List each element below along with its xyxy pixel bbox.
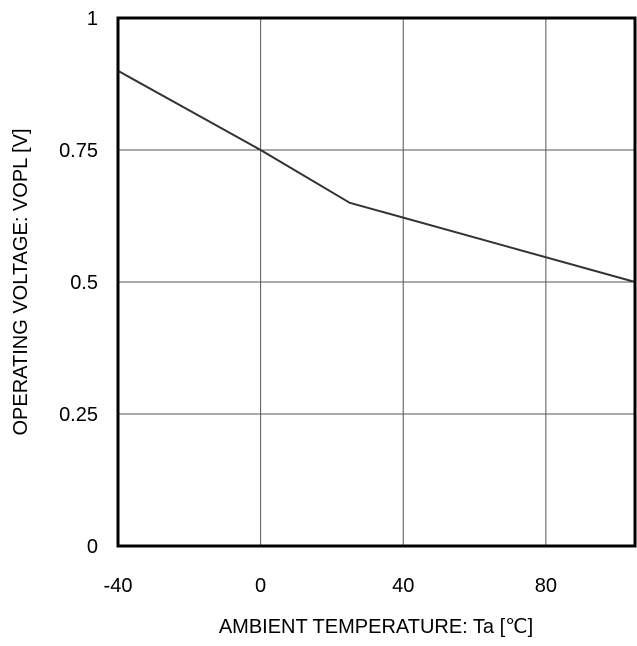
y-tick-label: 0 [87,536,98,558]
x-tick-label: -40 [104,575,133,597]
plot-frame [116,16,637,548]
y-axis-title: OPERATING VOLTAGE: VOPL [V] [10,128,32,435]
y-tick-label: 0.5 [70,272,98,294]
x-tick-label: 80 [535,575,557,597]
series-line [117,69,636,283]
tick-labels: -40 0 40 80 0 0.25 0.5 0.75 1 [59,8,557,597]
grid [118,18,635,546]
series-layer [117,69,636,283]
y-tick-label: 1 [87,8,98,30]
x-tick-label: 40 [392,575,414,597]
y-tick-label: 0.25 [59,404,98,426]
x-axis-title: AMBIENT TEMPERATURE: Ta [℃] [219,616,533,638]
x-tick-label: 0 [255,575,266,597]
y-tick-label: 0.75 [59,140,98,162]
